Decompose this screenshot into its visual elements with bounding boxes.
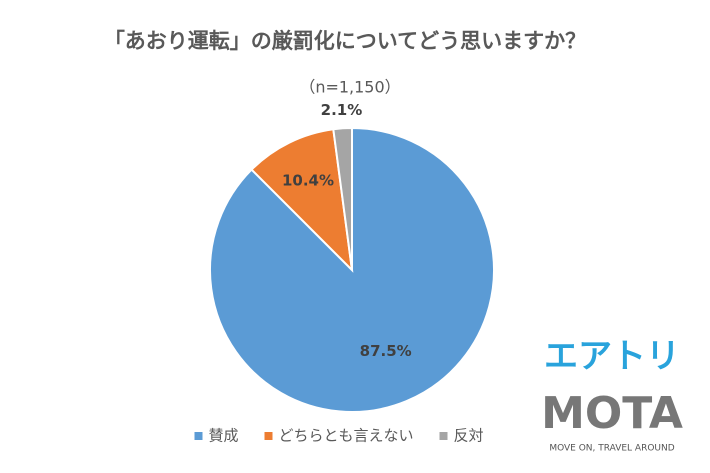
legend-swatch [194,432,203,440]
legend-label: 賛成 [209,427,239,445]
data-label: 10.4% [282,171,334,189]
legend-label: 反対 [454,427,484,445]
legend-label: どちらとも言えない [279,427,414,445]
legend-swatch [439,432,448,440]
legend-swatch [264,432,273,440]
data-label: 87.5% [360,342,412,360]
pie-slice [332,126,353,271]
logo-mota: MOTA [541,388,683,439]
data-label: 2.1% [321,101,363,119]
pie-slice [250,128,354,273]
logo-tagline: MOVE ON, TRAVEL AROUND [549,444,674,454]
chart-title: 「あおり運転」の厳罰化についてどう思いますか？ [104,29,586,53]
logo-airtrip: エアトリ [544,337,680,377]
chart-subtitle: （n=1,150） [299,78,400,97]
